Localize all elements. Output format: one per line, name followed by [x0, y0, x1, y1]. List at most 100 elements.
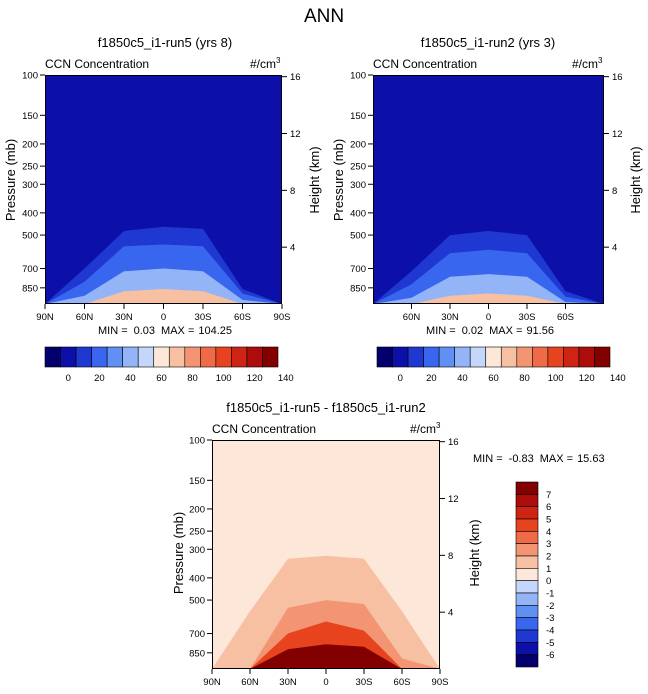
y-tick-label: 150	[22, 111, 38, 122]
colorbar-label: -4	[546, 626, 554, 637]
y-tick-label: 700	[22, 264, 38, 275]
y-tick-label: 150	[189, 476, 205, 487]
colorbar-swatch	[515, 568, 539, 581]
colorbar-swatch	[516, 346, 533, 368]
colorbar-swatch	[515, 617, 539, 631]
plot-area	[212, 440, 440, 669]
page-title: ANN	[304, 6, 344, 27]
y-tick-label: 500	[22, 231, 38, 242]
colorbar-label: 2	[546, 552, 551, 563]
contour-band-level_40_top_mb	[373, 274, 604, 304]
colorbar-swatch	[515, 555, 539, 569]
colorbar-swatch	[168, 346, 186, 368]
y-tick-label: 200	[350, 139, 366, 150]
y-tick-label: 500	[350, 231, 366, 242]
panel-title: f1850c5_i1-run5 - f1850c5_i1-run2	[226, 400, 425, 415]
x-tick-label: 60N	[76, 312, 94, 323]
y-tick-label: 400	[22, 208, 38, 219]
colorbar-swatch	[515, 481, 539, 495]
colorbar-swatch	[122, 346, 139, 368]
colorbar-label: 60	[488, 373, 499, 384]
colorbar-label: 7	[546, 490, 551, 501]
y-axis-label: Pressure (mb)	[3, 139, 18, 221]
y-axis-right-label: Height (km)	[467, 519, 482, 586]
y-axis-label: Pressure (mb)	[171, 512, 186, 594]
colorbar-label: 4	[546, 527, 551, 538]
y-tick-label: 400	[350, 208, 366, 219]
x-tick-label: 60N	[241, 677, 259, 688]
x-tick-label: 30N	[441, 312, 459, 323]
panel-title: f1850c5_i1-run2 (yrs 3)	[421, 35, 555, 50]
colorbar-label: -3	[546, 613, 554, 624]
colorbar-label: 0	[546, 576, 551, 587]
x-tick-label: 60S	[234, 312, 251, 323]
colorbar-swatch	[153, 346, 170, 368]
x-tick-label: 60N	[403, 312, 421, 323]
colorbar-label: 0	[398, 373, 403, 384]
colorbar: 0 20 40 60 80 100 120 140	[44, 346, 294, 384]
y-right-tick-label: 8	[290, 186, 295, 197]
x-tick-label: 90S	[432, 677, 449, 688]
colorbar-swatch	[60, 346, 77, 368]
x-tick-label: 30N	[279, 677, 297, 688]
colorbar-label: 5	[546, 515, 551, 526]
colorbar-label: 60	[156, 373, 167, 384]
y-tick-label: 700	[350, 264, 366, 275]
contour-band-level_40_top_mb	[45, 268, 282, 304]
min-max-label: MIN = -0.83 MAX = 15.63	[473, 453, 605, 465]
y-tick-label: 100	[22, 71, 38, 82]
contour-band-level_70_top_mb	[373, 293, 604, 304]
colorbar-swatch	[106, 346, 123, 368]
y-axis-label: Pressure (mb)	[331, 139, 346, 221]
contour-band-level_70_top_mb	[45, 289, 282, 304]
y-tick-label: 250	[189, 527, 205, 538]
colorbar-swatch	[515, 629, 539, 643]
y-right-tick-label: 12	[290, 129, 301, 140]
colorbar-label: 40	[457, 373, 468, 384]
colorbar-swatch	[200, 346, 217, 368]
panel-difference: f1850c5_i1-run5 - f1850c5_i1-run2 CCN Co…	[171, 400, 605, 688]
y-tick-label: 500	[189, 596, 205, 607]
colorbar-swatch	[500, 346, 518, 368]
y-right-tick-label: 16	[290, 72, 301, 83]
y-tick-label: 300	[189, 545, 205, 556]
y-tick-label: 150	[350, 111, 366, 122]
colorbar-swatch	[423, 346, 440, 368]
x-tick-label: 30S	[195, 312, 212, 323]
y-right-tick-label: 12	[448, 494, 459, 505]
x-tick-label: 0	[323, 677, 328, 688]
colorbar-label: -5	[546, 638, 554, 649]
y-tick-label: 300	[350, 180, 366, 191]
colorbar-swatch	[515, 531, 539, 544]
panel-run5: f1850c5_i1-run5 (yrs 8) CCN Concentratio…	[3, 35, 322, 384]
y-tick-label: 200	[22, 139, 38, 150]
y-tick-label: 850	[189, 648, 205, 659]
colorbar-swatch	[246, 346, 263, 368]
colorbar-swatch	[532, 346, 549, 368]
colorbar-label: 80	[187, 373, 198, 384]
colorbar-swatch	[563, 346, 580, 368]
colorbar-swatch	[231, 346, 248, 368]
axes: 100 150 200 250 300 400 500 700 850 16 12 8 4 60N 30N 0…	[350, 71, 622, 324]
x-tick-label: 0	[161, 312, 166, 323]
y-right-tick-label: 8	[448, 551, 453, 562]
y-tick-label: 250	[22, 162, 38, 173]
colorbar-swatch	[515, 494, 539, 507]
colorbar-label: 20	[94, 373, 105, 384]
colorbar-swatch	[578, 346, 595, 368]
y-right-tick-label: 4	[448, 608, 453, 619]
y-tick-label: 100	[189, 436, 205, 447]
colorbar-swatch	[515, 518, 539, 532]
min-max-label: MIN = 0.02 MAX = 91.56	[426, 325, 554, 337]
colorbar-label: 1	[546, 564, 551, 575]
x-tick-label: 90N	[203, 677, 221, 688]
colorbar-diff: 76 543 210 -1-2-3 -4-5-6	[515, 481, 554, 668]
colorbar-swatch	[515, 654, 539, 668]
colorbar-label: 140	[610, 373, 626, 384]
y-right-tick-label: 4	[612, 243, 617, 254]
x-tick-label: 60S	[557, 312, 574, 323]
panel-run2: f1850c5_i1-run2 (yrs 3) CCN Concentratio…	[331, 35, 643, 384]
colorbar-swatch	[91, 346, 108, 368]
plot-frame	[212, 440, 440, 669]
